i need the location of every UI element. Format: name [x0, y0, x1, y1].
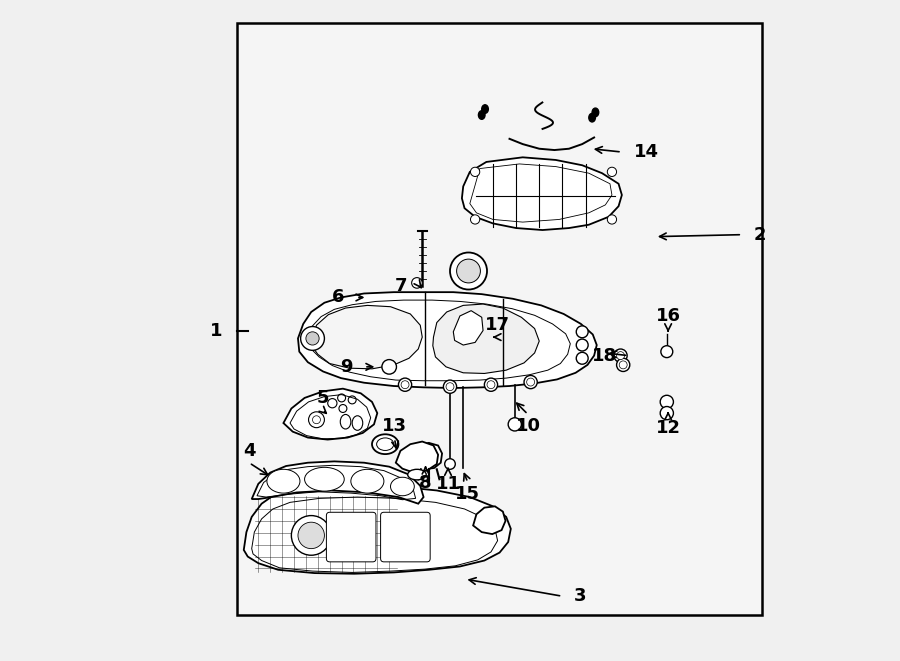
Circle shape [576, 339, 588, 351]
Text: 10: 10 [516, 417, 541, 436]
Ellipse shape [408, 469, 427, 480]
Circle shape [487, 381, 495, 389]
Text: 9: 9 [339, 358, 352, 376]
Circle shape [309, 412, 324, 428]
Circle shape [450, 253, 487, 290]
Circle shape [399, 378, 411, 391]
Text: 15: 15 [455, 485, 481, 504]
Ellipse shape [479, 110, 485, 120]
Circle shape [661, 407, 673, 420]
Polygon shape [410, 443, 442, 469]
Circle shape [524, 375, 537, 389]
Text: 17: 17 [485, 316, 510, 334]
Circle shape [471, 215, 480, 224]
Circle shape [306, 332, 319, 345]
Circle shape [619, 361, 627, 369]
Circle shape [614, 349, 627, 362]
Text: 14: 14 [634, 143, 659, 161]
Polygon shape [244, 485, 511, 574]
Text: 7: 7 [395, 276, 408, 295]
Circle shape [508, 418, 521, 431]
Polygon shape [396, 442, 438, 473]
Circle shape [576, 352, 588, 364]
Text: 5: 5 [316, 389, 328, 407]
Text: 8: 8 [419, 473, 432, 492]
Circle shape [608, 167, 616, 176]
Circle shape [298, 522, 324, 549]
Circle shape [576, 326, 588, 338]
Text: 18: 18 [591, 346, 617, 365]
Ellipse shape [304, 467, 344, 491]
Text: 4: 4 [243, 442, 256, 460]
Ellipse shape [589, 114, 596, 122]
Circle shape [301, 327, 324, 350]
Circle shape [339, 405, 346, 412]
Polygon shape [298, 292, 597, 388]
Circle shape [661, 346, 673, 358]
Circle shape [338, 394, 346, 402]
Ellipse shape [391, 477, 414, 496]
Circle shape [456, 259, 481, 283]
Circle shape [444, 380, 456, 393]
Text: 6: 6 [332, 288, 344, 307]
Circle shape [616, 358, 630, 371]
Polygon shape [252, 461, 424, 504]
Circle shape [312, 416, 320, 424]
Circle shape [526, 378, 535, 386]
Circle shape [348, 396, 356, 404]
Polygon shape [311, 305, 422, 369]
Circle shape [382, 360, 397, 374]
Circle shape [328, 399, 337, 408]
Circle shape [401, 381, 409, 389]
Polygon shape [284, 389, 377, 440]
Polygon shape [433, 304, 539, 373]
Ellipse shape [376, 438, 394, 451]
Text: 12: 12 [655, 419, 680, 438]
Ellipse shape [267, 469, 300, 493]
Polygon shape [462, 157, 622, 230]
Circle shape [292, 516, 331, 555]
Ellipse shape [592, 108, 598, 116]
Text: 13: 13 [382, 417, 407, 436]
Text: 3: 3 [574, 587, 587, 605]
Circle shape [471, 167, 480, 176]
Circle shape [484, 378, 498, 391]
Text: 2: 2 [754, 225, 767, 244]
Circle shape [608, 215, 616, 224]
Bar [238, 23, 762, 615]
Ellipse shape [372, 434, 399, 454]
Text: 1: 1 [210, 321, 222, 340]
Polygon shape [473, 506, 506, 534]
Polygon shape [454, 311, 483, 345]
Text: 11: 11 [436, 475, 461, 493]
Circle shape [446, 383, 454, 391]
FancyBboxPatch shape [327, 512, 376, 562]
Ellipse shape [351, 469, 384, 493]
FancyBboxPatch shape [381, 512, 430, 562]
Circle shape [616, 352, 625, 360]
Circle shape [445, 459, 455, 469]
Ellipse shape [482, 104, 489, 114]
Text: 16: 16 [655, 307, 680, 325]
Ellipse shape [352, 416, 363, 430]
Circle shape [411, 278, 422, 288]
Circle shape [661, 395, 673, 408]
Ellipse shape [340, 414, 351, 429]
